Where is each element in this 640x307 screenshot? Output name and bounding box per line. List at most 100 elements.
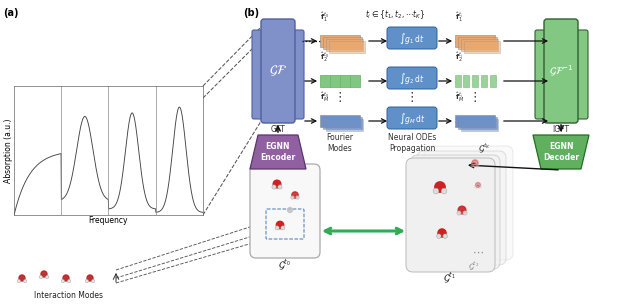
Text: ⋮: ⋮ xyxy=(468,91,481,103)
Text: $\int g_2\,\mathrm{d}t$: $\int g_2\,\mathrm{d}t$ xyxy=(399,71,425,86)
FancyBboxPatch shape xyxy=(261,19,295,123)
Text: $t_i \in \{t_1, t_2, \cdots t_K\}$: $t_i \in \{t_1, t_2, \cdots t_K\}$ xyxy=(365,8,425,21)
Bar xyxy=(323,37,362,49)
Text: $\mathcal{G}^{t_2}$: $\mathcal{G}^{t_2}$ xyxy=(468,260,479,274)
Text: $\hat{\mathbf{f}}_2^{t_i}$: $\hat{\mathbf{f}}_2^{t_i}$ xyxy=(455,51,463,64)
Circle shape xyxy=(435,182,445,192)
Text: IGFT: IGFT xyxy=(552,125,570,134)
Bar xyxy=(320,35,360,47)
Circle shape xyxy=(436,234,441,239)
Bar xyxy=(458,37,497,49)
Circle shape xyxy=(45,275,49,279)
Circle shape xyxy=(85,279,89,283)
Circle shape xyxy=(92,279,95,283)
FancyBboxPatch shape xyxy=(417,151,506,265)
Circle shape xyxy=(292,192,298,198)
Bar xyxy=(461,39,498,51)
Circle shape xyxy=(63,275,69,281)
FancyBboxPatch shape xyxy=(387,107,437,129)
Y-axis label: Absorption (a.u.): Absorption (a.u.) xyxy=(4,118,13,183)
Circle shape xyxy=(471,164,474,167)
Circle shape xyxy=(287,208,292,212)
Bar xyxy=(472,75,478,87)
Bar xyxy=(481,75,487,87)
Text: $\hat{\mathbf{f}}_M^{t_0}$: $\hat{\mathbf{f}}_M^{t_0}$ xyxy=(320,91,329,104)
Circle shape xyxy=(275,226,279,230)
Bar xyxy=(329,41,365,53)
FancyBboxPatch shape xyxy=(411,155,500,269)
FancyBboxPatch shape xyxy=(544,19,578,123)
Text: (b): (b) xyxy=(243,8,259,18)
Text: $\hat{\mathbf{f}}_1^{t_i}$: $\hat{\mathbf{f}}_1^{t_i}$ xyxy=(455,11,463,24)
Circle shape xyxy=(476,183,481,188)
Circle shape xyxy=(463,211,467,215)
FancyBboxPatch shape xyxy=(387,27,437,49)
Circle shape xyxy=(17,279,20,283)
Polygon shape xyxy=(533,135,589,169)
Bar xyxy=(323,117,362,129)
FancyBboxPatch shape xyxy=(387,67,437,89)
Bar xyxy=(455,75,461,87)
Text: Neural ODEs
Propagation: Neural ODEs Propagation xyxy=(388,133,436,153)
FancyBboxPatch shape xyxy=(406,158,495,272)
Text: $\mathcal{G}^{t_1}$: $\mathcal{G}^{t_1}$ xyxy=(444,270,456,285)
Text: $\cdots$: $\cdots$ xyxy=(472,247,484,257)
Circle shape xyxy=(291,196,294,199)
FancyBboxPatch shape xyxy=(289,30,304,119)
Circle shape xyxy=(41,271,47,277)
FancyBboxPatch shape xyxy=(424,146,513,260)
Text: Fourier
Modes: Fourier Modes xyxy=(326,133,353,153)
Circle shape xyxy=(475,185,477,188)
Circle shape xyxy=(479,185,481,188)
Circle shape xyxy=(272,185,276,189)
Bar xyxy=(326,39,363,51)
Circle shape xyxy=(19,275,25,281)
Text: $\hat{\mathbf{f}}_1^{t_0}$: $\hat{\mathbf{f}}_1^{t_0}$ xyxy=(320,11,329,24)
Text: GFT: GFT xyxy=(271,125,285,134)
Polygon shape xyxy=(250,135,306,169)
Circle shape xyxy=(433,188,439,194)
Circle shape xyxy=(67,279,70,283)
Bar xyxy=(458,117,497,129)
Circle shape xyxy=(276,221,284,229)
Circle shape xyxy=(472,160,478,166)
Bar xyxy=(320,75,360,87)
Bar xyxy=(490,75,496,87)
Circle shape xyxy=(443,234,447,239)
FancyBboxPatch shape xyxy=(252,30,267,119)
Text: $\mathcal{GF}$: $\mathcal{GF}$ xyxy=(269,64,287,78)
Circle shape xyxy=(296,196,300,199)
Text: $\mathcal{GF}^{-1}$: $\mathcal{GF}^{-1}$ xyxy=(548,64,573,79)
FancyBboxPatch shape xyxy=(573,30,588,119)
Circle shape xyxy=(23,279,27,283)
Bar xyxy=(320,115,360,127)
FancyBboxPatch shape xyxy=(250,164,320,258)
Text: $\hat{\mathbf{f}}_M^{t_i}$: $\hat{\mathbf{f}}_M^{t_i}$ xyxy=(455,91,464,104)
Circle shape xyxy=(476,164,479,167)
Text: EGNN
Decoder: EGNN Decoder xyxy=(543,142,579,162)
Text: ⋮: ⋮ xyxy=(333,91,346,103)
Circle shape xyxy=(441,188,447,194)
Circle shape xyxy=(39,275,43,279)
Circle shape xyxy=(457,211,461,215)
Text: $\mathcal{G}^{t_K}$: $\mathcal{G}^{t_K}$ xyxy=(478,142,491,155)
Bar xyxy=(464,41,500,53)
Text: ⋮: ⋮ xyxy=(406,91,419,103)
Text: Interaction Modes: Interaction Modes xyxy=(33,291,102,300)
Bar xyxy=(461,119,498,131)
Circle shape xyxy=(281,226,285,230)
Text: EGNN
Encoder: EGNN Encoder xyxy=(260,142,296,162)
Bar xyxy=(455,115,495,127)
Text: $\int g_M\,\mathrm{d}t$: $\int g_M\,\mathrm{d}t$ xyxy=(399,111,426,126)
Text: $\mathcal{G}^{t_0}$: $\mathcal{G}^{t_0}$ xyxy=(278,257,292,272)
Circle shape xyxy=(87,275,93,281)
Bar xyxy=(455,35,495,47)
X-axis label: Frequency: Frequency xyxy=(89,216,128,225)
Circle shape xyxy=(273,180,281,188)
Text: (a): (a) xyxy=(3,8,19,18)
Bar xyxy=(326,119,363,131)
Circle shape xyxy=(438,229,446,237)
FancyBboxPatch shape xyxy=(535,30,550,119)
Bar xyxy=(463,75,469,87)
Text: $\int g_1\,\mathrm{d}t$: $\int g_1\,\mathrm{d}t$ xyxy=(399,30,425,45)
